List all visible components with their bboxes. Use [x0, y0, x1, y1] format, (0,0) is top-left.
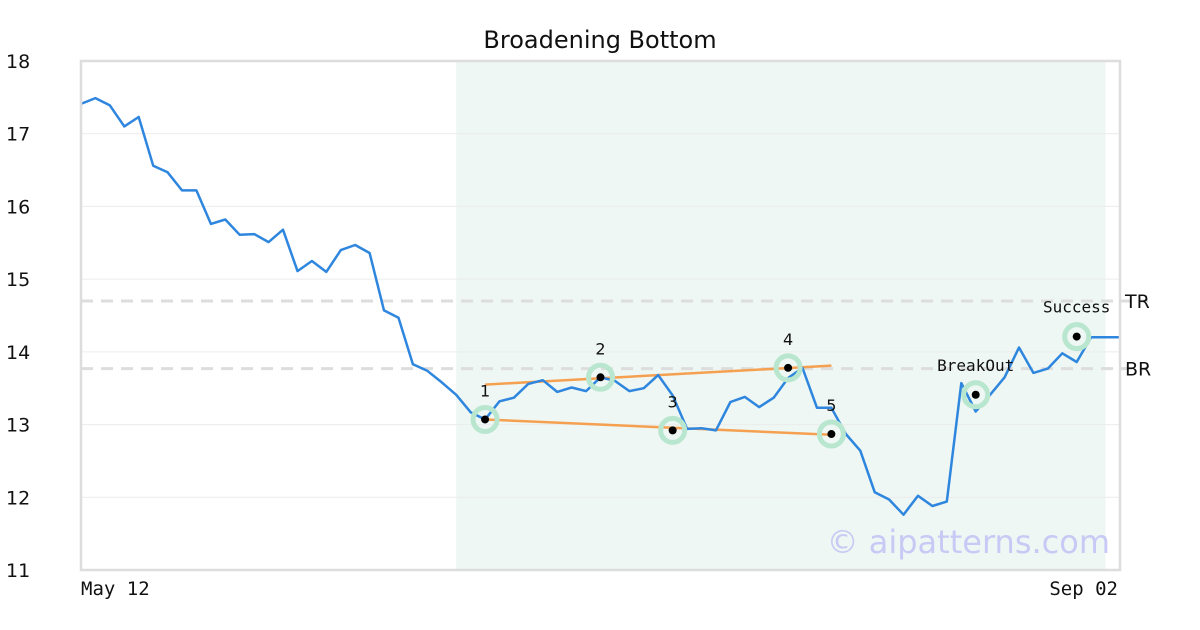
y-tick-label: 11 — [6, 560, 30, 582]
x-tick-label-end: Sep 02 — [1049, 578, 1118, 600]
y-tick-label: 15 — [6, 269, 30, 291]
annotation-label: Success — [1043, 298, 1110, 317]
watermark: © aipatterns.com — [827, 523, 1110, 561]
pattern-highlight-layer — [456, 61, 1106, 570]
labels-layer: TR BR 1 2 3 4 5 BreakOut Success — [480, 291, 1151, 415]
reference-lines-layer — [81, 299, 1148, 371]
marker-halo — [658, 415, 688, 445]
trend-line — [485, 418, 832, 437]
y-axis-ticks: 11 12 13 14 15 16 17 18 — [6, 51, 30, 582]
y-tick-label: 17 — [6, 124, 30, 146]
marker-halo — [586, 362, 615, 392]
pattern-point-label: 5 — [826, 396, 836, 415]
marker-halo — [961, 380, 991, 410]
marker-halo — [816, 419, 846, 449]
marker-point — [784, 363, 793, 372]
marker-point — [596, 373, 605, 382]
marker-point — [971, 390, 980, 399]
y-tick-label: 13 — [6, 415, 30, 437]
reference-line-label: TR — [1124, 291, 1150, 313]
marker-halo — [773, 353, 803, 383]
pattern-point-label: 2 — [595, 339, 605, 358]
marker-point — [481, 415, 490, 424]
y-tick-label: 18 — [6, 51, 30, 73]
x-tick-label-start: May 12 — [81, 578, 150, 600]
pattern-point-label: 4 — [783, 330, 793, 349]
plot-frame — [79, 59, 1122, 572]
y-tick-label: 14 — [6, 342, 30, 364]
annotation-label: BreakOut — [937, 356, 1014, 375]
pattern-point-label: 3 — [668, 392, 678, 411]
chart-title: Broadening Bottom — [483, 26, 716, 54]
marker-halo — [470, 404, 500, 434]
pattern-region — [456, 61, 1106, 570]
y-tick-label: 12 — [6, 487, 30, 509]
marker-point — [668, 426, 677, 435]
y-tick-label: 16 — [6, 196, 30, 218]
marker-halo — [1062, 322, 1092, 352]
marker-point — [1072, 332, 1081, 341]
pattern-point-label: 1 — [480, 381, 490, 400]
reference-line-label: BR — [1125, 359, 1151, 381]
markers-layer — [470, 322, 1092, 449]
marker-point — [827, 430, 836, 439]
